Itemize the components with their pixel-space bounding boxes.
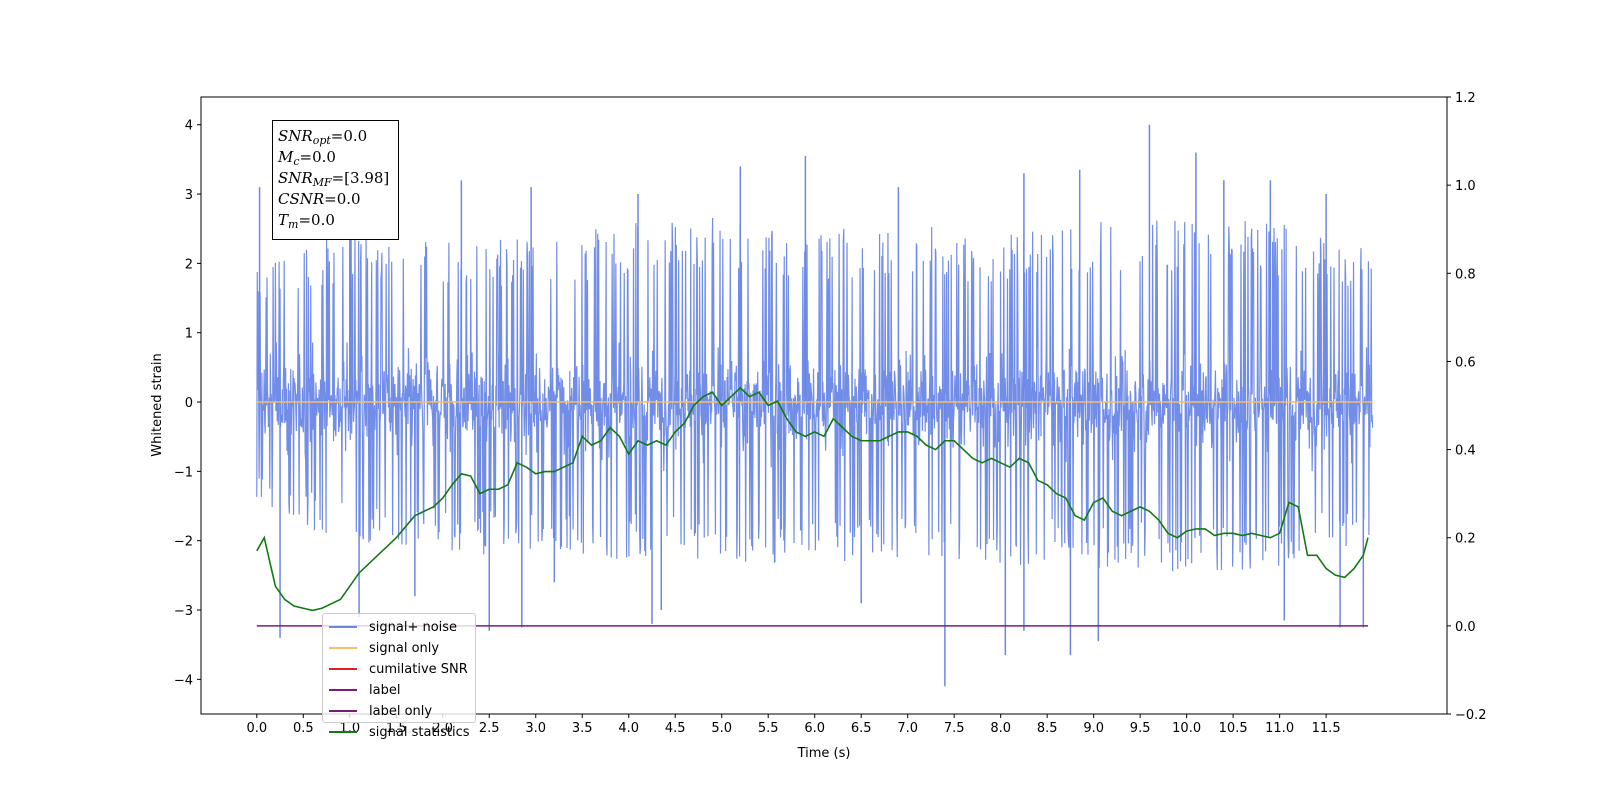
y-tick-label: −4 bbox=[174, 673, 193, 688]
y-axis-right: 1.2 1.0 0.8 0.6 0.4 0.2 0.0 −0.2 bbox=[1447, 91, 1487, 723]
y-tick-label: 0 bbox=[185, 396, 193, 411]
legend-swatch bbox=[329, 731, 357, 733]
y-tick-label: −1 bbox=[174, 465, 193, 480]
y2-tick-label: 1.0 bbox=[1455, 179, 1476, 194]
x-tick-label: 10.0 bbox=[1172, 721, 1201, 736]
legend-entry: label only bbox=[329, 702, 432, 720]
x-tick-label: 9.0 bbox=[1083, 721, 1104, 736]
x-tick-label: 11.0 bbox=[1265, 721, 1294, 736]
legend-entry: signal+ noise bbox=[329, 618, 457, 636]
x-tick-label: 0.0 bbox=[246, 721, 267, 736]
y2-tick-label: 0.4 bbox=[1455, 444, 1476, 459]
x-tick-label: 0.5 bbox=[293, 721, 314, 736]
x-tick-label: 4.5 bbox=[665, 721, 686, 736]
legend-entry: label bbox=[329, 681, 400, 699]
x-tick-label: 6.0 bbox=[804, 721, 825, 736]
x-tick-label: 5.0 bbox=[711, 721, 732, 736]
x-tick-label: 3.0 bbox=[525, 721, 546, 736]
legend-entry: cumilative SNR bbox=[329, 660, 468, 678]
y-tick-label: 1 bbox=[185, 327, 193, 342]
y-axis-label: Whitened strain bbox=[150, 353, 165, 456]
y-tick-label: −2 bbox=[174, 535, 193, 550]
x-tick-label: 8.0 bbox=[990, 721, 1011, 736]
legend-entry: signal only bbox=[329, 639, 439, 657]
x-tick-label: 7.5 bbox=[944, 721, 965, 736]
x-tick-label: 5.5 bbox=[758, 721, 779, 736]
x-tick-label: 7.0 bbox=[897, 721, 918, 736]
x-tick-label: 10.5 bbox=[1219, 721, 1248, 736]
x-tick-label: 11.5 bbox=[1312, 721, 1341, 736]
x-tick-label: 1.5 bbox=[386, 721, 407, 736]
y2-tick-label: −0.2 bbox=[1455, 708, 1487, 723]
stat-csnr: CSNR=0.0 bbox=[278, 190, 361, 208]
x-tick-label: 8.5 bbox=[1037, 721, 1058, 736]
legend-swatch bbox=[329, 689, 357, 691]
legend-swatch bbox=[329, 647, 357, 649]
y2-tick-label: 0.6 bbox=[1455, 355, 1476, 370]
y-tick-label: 4 bbox=[185, 119, 193, 134]
x-axis-label: Time (s) bbox=[797, 746, 851, 761]
y-tick-label: 3 bbox=[185, 188, 193, 203]
legend-swatch bbox=[329, 626, 357, 628]
y2-tick-label: 0.2 bbox=[1455, 532, 1476, 547]
x-tick-label: 9.5 bbox=[1130, 721, 1151, 736]
legend-label: cumilative SNR bbox=[369, 661, 468, 677]
y2-tick-label: 1.2 bbox=[1455, 91, 1476, 106]
series-signal-noise bbox=[256, 217, 1374, 572]
stats-box: SNRopt=0.0 Mc=0.0 SNRMF=[3.98] CSNR=0.0 … bbox=[272, 120, 399, 240]
legend-entry: signal statistics bbox=[329, 723, 470, 741]
stat-tm: Tm=0.0 bbox=[278, 211, 335, 231]
y-tick-label: −3 bbox=[174, 604, 193, 619]
legend-label: signal+ noise bbox=[369, 619, 458, 635]
series-signal-statistics bbox=[256, 386, 1369, 612]
legend-label: signal only bbox=[369, 640, 440, 656]
x-tick-label: 6.5 bbox=[851, 721, 872, 736]
legend-label: label only bbox=[369, 703, 433, 719]
legend-swatch bbox=[329, 710, 357, 712]
y-axis-left: 4 3 2 1 0 −1 −2 −3 −4 bbox=[174, 119, 201, 688]
legend-label: label bbox=[369, 682, 401, 698]
y2-tick-label: 0.0 bbox=[1455, 620, 1476, 635]
legend-swatch bbox=[329, 668, 357, 670]
legend: signal+ noise signal only cumilative SNR la… bbox=[322, 613, 476, 740]
y-tick-label: 2 bbox=[185, 257, 193, 272]
data-layer bbox=[256, 124, 1374, 687]
y2-tick-label: 0.8 bbox=[1455, 267, 1476, 282]
x-tick-label: 2.5 bbox=[479, 721, 500, 736]
plot-frame bbox=[200, 96, 1448, 715]
legend-label: signal statistics bbox=[369, 724, 470, 740]
x-tick-label: 3.5 bbox=[572, 721, 593, 736]
stat-snr-opt: SNRopt=0.0 bbox=[278, 127, 368, 147]
x-tick-label: 4.0 bbox=[618, 721, 639, 736]
stat-mc: Mc=0.0 bbox=[278, 148, 336, 168]
stat-snr-mf: SNRMF=[3.98] bbox=[278, 169, 390, 189]
x-axis: 0.0 0.5 1.0 1.5 2.0 2.5 3.0 3.5 4.0 4.5 5.0 5.5 6.0 6… bbox=[246, 714, 1341, 736]
x-tick-label: 2.0 bbox=[432, 721, 453, 736]
